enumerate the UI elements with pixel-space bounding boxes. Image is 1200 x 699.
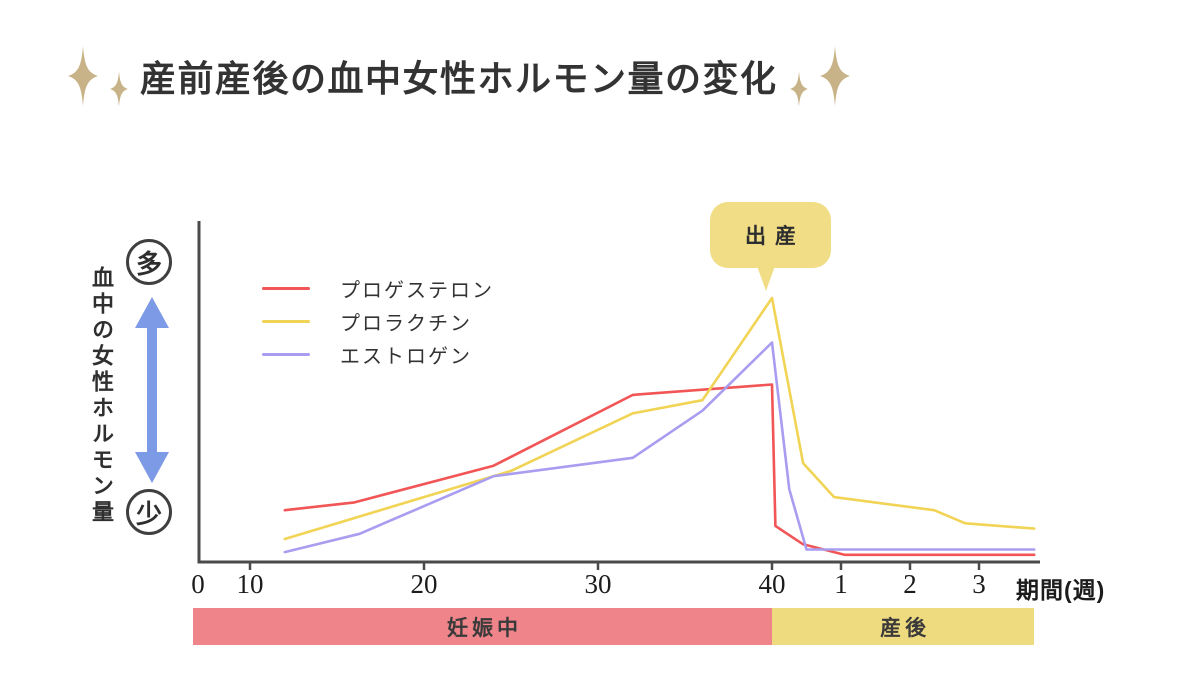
legend-item-progesterone: プロゲステロン	[262, 272, 494, 305]
high-low-arrow-icon	[135, 297, 169, 483]
legend-line-swatch	[262, 353, 310, 356]
x-tick-label: 2	[903, 569, 917, 599]
y-axis-label: 血中の女性ホルモン量	[89, 266, 114, 526]
legend-line-swatch	[262, 320, 310, 323]
x-tick-label: 10	[236, 569, 264, 599]
y-high-badge: 多	[126, 239, 172, 285]
x-tick-label: 30	[584, 569, 612, 599]
x-tick-label: 1	[834, 569, 848, 599]
birth-callout-label: 出産	[745, 225, 805, 248]
legend-label: エストロゲン	[340, 346, 472, 368]
legend-label: プロゲステロン	[340, 280, 494, 302]
phase-pregnancy-bar: 妊娠中	[193, 608, 772, 645]
page-title: 産前産後の血中女性ホルモン量の変化	[140, 58, 778, 99]
sparkle-icon	[819, 46, 850, 106]
x-axis-unit-label: 期間(週)	[1016, 577, 1106, 603]
legend-line-swatch	[262, 287, 310, 290]
x-tick-label: 40	[758, 569, 786, 599]
sparkle-icon	[789, 71, 808, 107]
sparkle-icon	[68, 46, 98, 106]
phase-postpartum-bar: 産後	[772, 608, 1035, 645]
x-axis-ticks	[248, 562, 981, 570]
x-tick-label: 20	[410, 569, 438, 599]
series-line-エストロゲン	[283, 341, 1036, 554]
birth-callout-tail-icon	[757, 266, 775, 291]
legend-item-prolactin: プロラクチン	[262, 305, 494, 338]
phase-label: 産後	[880, 616, 931, 640]
sparkle-icon	[110, 71, 128, 107]
x-tick-label: 0	[191, 569, 205, 599]
legend-item-estrogen: エストロゲン	[262, 338, 494, 371]
y-low-badge: 少	[126, 489, 172, 535]
legend-label: プロラクチン	[340, 313, 472, 335]
birth-callout: 出産	[710, 202, 831, 291]
series-line-プロゲステロン	[283, 383, 1036, 557]
legend: プロゲステロン プロラクチン エストロゲン	[262, 272, 494, 371]
title-block: 産前産後の血中女性ホルモン量の変化	[68, 44, 850, 108]
x-tick-label: 3	[972, 569, 986, 599]
phase-label: 妊娠中	[447, 616, 522, 640]
